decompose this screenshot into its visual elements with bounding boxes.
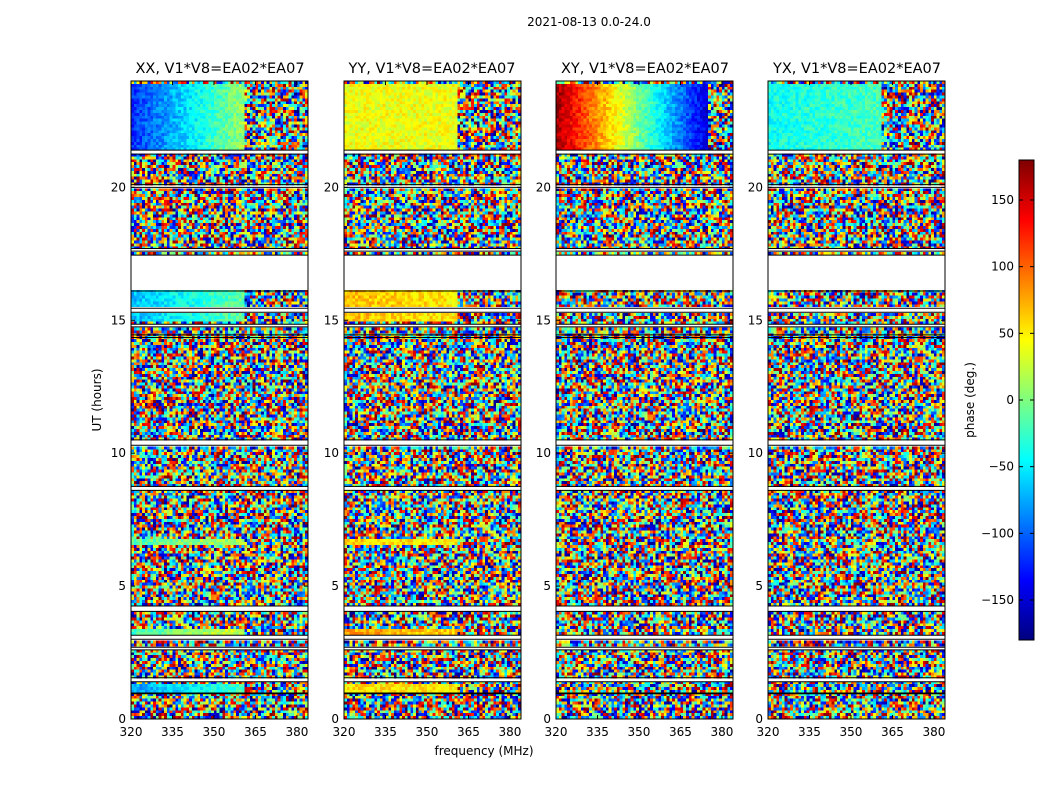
x-tick-label: 320	[120, 725, 143, 739]
colorbar-tick-label: 0	[1006, 393, 1014, 407]
x-tick-label: 335	[798, 725, 821, 739]
panel-title: XX, V1*V8=EA02*EA07	[135, 61, 304, 77]
panel-xy: XY, V1*V8=EA02*EA07 320 335 350 365 380 0 5 10 1…	[536, 61, 734, 739]
x-tick-label: 350	[203, 725, 226, 739]
y-tick-label: 10	[111, 446, 126, 460]
y-tick-label: 10	[324, 446, 339, 460]
panel-title: YY, V1*V8=EA02*EA07	[348, 61, 516, 77]
x-tick-label: 320	[757, 725, 780, 739]
y-tick-label: 5	[331, 579, 339, 593]
y-tick-label: 20	[536, 180, 551, 194]
colorbar-tick-label: −150	[981, 593, 1014, 607]
y-tick-label: 0	[118, 712, 126, 726]
x-tick-label: 380	[710, 725, 733, 739]
x-tick-label: 320	[545, 725, 568, 739]
x-tick-label: 365	[244, 725, 267, 739]
panel-title: XY, V1*V8=EA02*EA07	[561, 61, 729, 77]
x-tick-label: 365	[881, 725, 904, 739]
y-tick-label: 0	[755, 712, 763, 726]
y-tick-label: 5	[543, 579, 551, 593]
heatmap-image	[768, 81, 945, 719]
x-tick-label: 380	[498, 725, 521, 739]
x-tick-label: 350	[840, 725, 863, 739]
y-tick-label: 5	[755, 579, 763, 593]
x-tick-label: 335	[161, 725, 184, 739]
plot-frame	[767, 80, 946, 720]
colorbar-tick-label: 100	[991, 260, 1014, 274]
x-tick-label: 350	[416, 725, 439, 739]
y-tick-label: 10	[748, 446, 763, 460]
x-tick-label: 335	[374, 725, 397, 739]
y-axis-label: UT (hours)	[90, 368, 104, 431]
y-tick-label: 0	[543, 712, 551, 726]
colorbar-tick-label: 150	[991, 193, 1014, 207]
y-tick-label: 20	[111, 180, 126, 194]
x-tick-label: 350	[628, 725, 651, 739]
y-tick-label: 15	[536, 313, 551, 327]
x-tick-label: 365	[669, 725, 692, 739]
x-axis-label: frequency (MHz)	[434, 744, 533, 758]
colorbar-label: phase (deg.)	[963, 362, 977, 438]
plot-frame	[130, 80, 309, 720]
y-tick-label: 15	[111, 313, 126, 327]
x-tick-label: 365	[457, 725, 480, 739]
y-tick-label: 15	[748, 313, 763, 327]
y-tick-label: 15	[324, 313, 339, 327]
y-tick-label: 5	[118, 579, 126, 593]
heatmap-image	[344, 81, 521, 719]
heatmap-image	[131, 81, 308, 719]
y-tick-label: 0	[331, 712, 339, 726]
panel-yx: YX, V1*V8=EA02*EA07 320 335 350 365 380 0 5 10 1…	[748, 61, 946, 739]
panel-title: YX, V1*V8=EA02*EA07	[772, 61, 941, 77]
plot-frame	[343, 80, 522, 720]
y-tick-label: 20	[748, 180, 763, 194]
colorbar: phase (deg.) 150 100 50 0 −50 −100 −150	[963, 159, 1035, 641]
x-tick-label: 320	[333, 725, 356, 739]
colorbar-tick-label: −50	[989, 460, 1014, 474]
heatmap-image	[556, 81, 733, 719]
panel-xx: XX, V1*V8=EA02*EA07 320 335 350 365 380 0 5 10 1…	[111, 61, 309, 739]
x-tick-label: 380	[922, 725, 945, 739]
colorbar-tick-label: −100	[981, 526, 1014, 540]
y-tick-label: 10	[536, 446, 551, 460]
x-tick-label: 380	[285, 725, 308, 739]
y-tick-label: 20	[324, 180, 339, 194]
plot-frame	[555, 80, 734, 720]
x-tick-label: 335	[586, 725, 609, 739]
suptitle: 2021-08-13 0.0-24.0	[527, 15, 651, 29]
colorbar-tick-label: 50	[999, 326, 1014, 340]
panel-yy: YY, V1*V8=EA02*EA07 320 335 350 365 380 0 5 10 1…	[324, 61, 522, 739]
